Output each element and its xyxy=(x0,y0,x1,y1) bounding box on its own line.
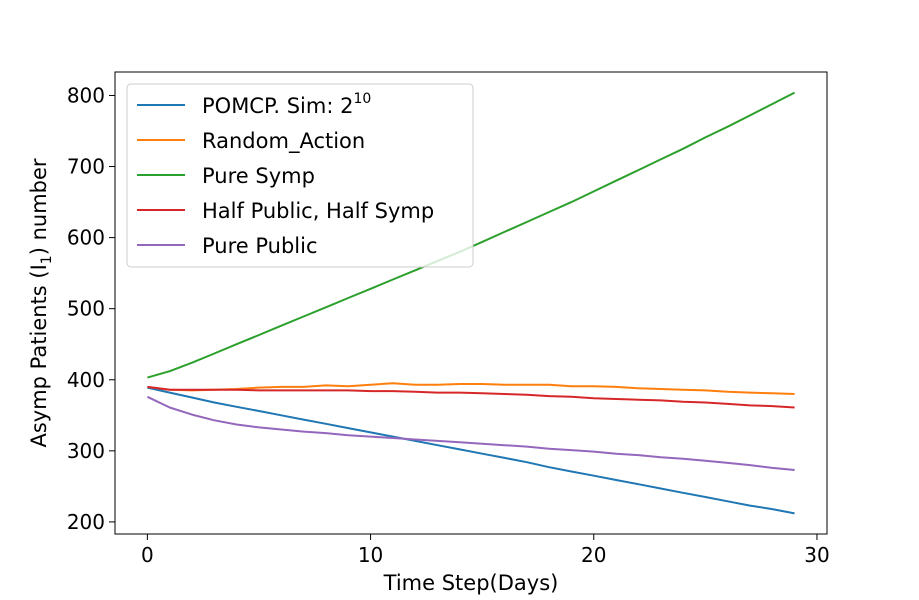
legend-label-1: POMCP. Sim: 210 xyxy=(202,91,371,118)
x-tick-label: 0 xyxy=(141,543,154,567)
legend-label-text: Pure Public xyxy=(202,234,318,258)
legend-label-3: Pure Symp xyxy=(202,164,315,188)
series-line-2 xyxy=(147,382,795,395)
y-axis-label-subscript: 1 xyxy=(39,255,55,264)
legend-label-superscript: 10 xyxy=(353,91,371,107)
legend-label-4: Half Public, Half Symp xyxy=(202,199,434,223)
y-tick-label: 600 xyxy=(67,226,105,250)
y-tick-label: 500 xyxy=(67,297,105,321)
series-line-5 xyxy=(146,395,795,471)
x-tick-label: 10 xyxy=(358,543,383,567)
legend-label-text: POMCP. Sim: 2 xyxy=(202,94,353,118)
y-tick-label: 400 xyxy=(67,368,105,392)
y-axis-label: Asymp Patients (I1) number xyxy=(27,158,55,447)
legend-label-text: Half Public, Half Symp xyxy=(202,199,434,223)
y-axis-label-suffix: ) number xyxy=(27,158,51,255)
legend-label-5: Pure Public xyxy=(202,234,318,258)
y-tick-label: 700 xyxy=(67,155,105,179)
y-tick-label: 200 xyxy=(67,510,105,534)
y-axis-label-prefix: Asymp Patients (I xyxy=(27,264,51,447)
legend-label-text: Random_Action xyxy=(202,129,365,154)
legend-box xyxy=(126,83,474,268)
legend-label-text: Pure Symp xyxy=(202,164,315,188)
legend-label-2: Random_Action xyxy=(202,129,365,154)
x-tick-label: 20 xyxy=(581,543,606,567)
y-tick-label: 800 xyxy=(67,83,105,107)
x-axis-label: Time Step(Days) xyxy=(383,571,559,595)
plot-frame xyxy=(114,71,828,535)
series-line-4 xyxy=(147,385,795,409)
y-tick-label: 300 xyxy=(67,439,105,463)
legend: POMCP. Sim: 210 Random_Action Pure Symp Hal… xyxy=(126,83,474,268)
x-tick-label: 30 xyxy=(804,543,829,567)
y-axis-ticks: 200 300 400 500 600 700 800 xyxy=(67,83,115,534)
series-line-1 xyxy=(147,386,795,515)
x-axis-ticks: 0 10 20 30 xyxy=(141,534,830,567)
